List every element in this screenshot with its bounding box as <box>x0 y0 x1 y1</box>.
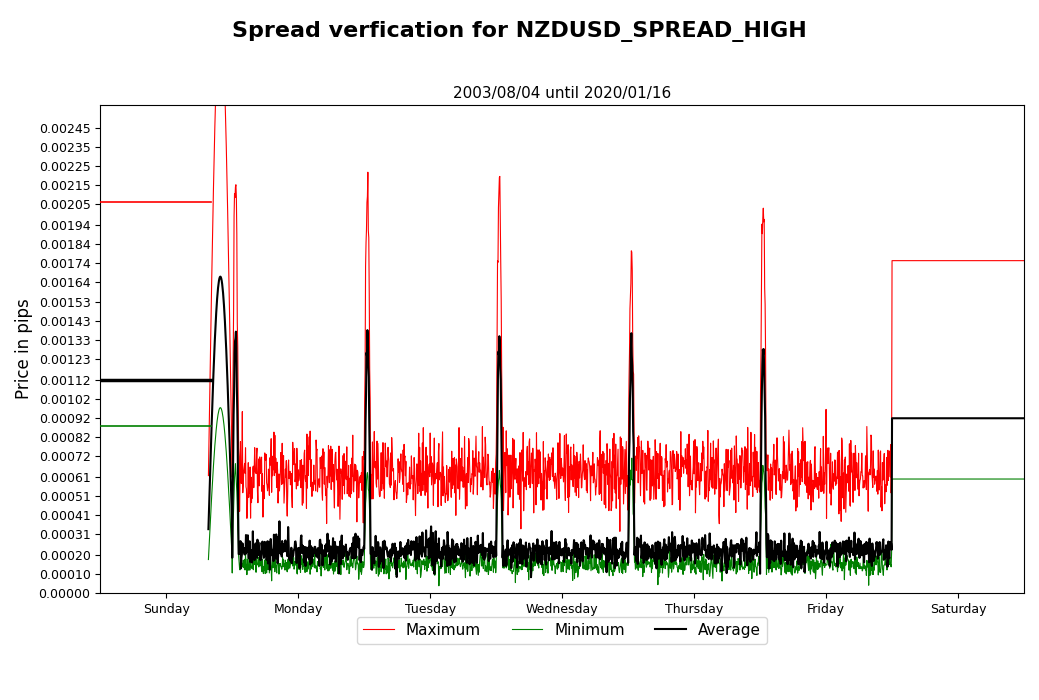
Minimum <box>613 566 625 575</box>
Line: Average: Average <box>209 276 1024 578</box>
Maximum <box>1016 256 1029 265</box>
Maximum <box>613 475 625 483</box>
Minimum <box>1018 475 1031 483</box>
Minimum <box>905 475 917 483</box>
Average <box>1016 414 1029 423</box>
Minimum <box>515 566 528 574</box>
Title: 2003/08/04 until 2020/01/16: 2003/08/04 until 2020/01/16 <box>453 86 671 101</box>
Legend: Maximum, Minimum, Average: Maximum, Minimum, Average <box>357 617 768 644</box>
Average <box>787 563 799 571</box>
Average <box>932 414 944 423</box>
Line: Maximum: Maximum <box>209 10 1024 531</box>
Average <box>905 414 917 423</box>
Maximum <box>905 256 917 265</box>
Maximum <box>1018 256 1031 265</box>
Average <box>613 553 625 561</box>
Minimum <box>932 475 944 483</box>
Text: Spread verfication for NZDUSD_SPREAD_HIGH: Spread verfication for NZDUSD_SPREAD_HIG… <box>232 21 807 42</box>
Maximum <box>515 456 528 465</box>
Maximum <box>787 487 799 496</box>
Minimum <box>787 564 799 572</box>
Average <box>515 545 528 553</box>
Average <box>1018 414 1031 423</box>
Y-axis label: Price in pips: Price in pips <box>15 299 33 399</box>
Maximum <box>932 256 944 265</box>
Line: Minimum: Minimum <box>209 407 1024 586</box>
Minimum <box>1016 475 1029 483</box>
